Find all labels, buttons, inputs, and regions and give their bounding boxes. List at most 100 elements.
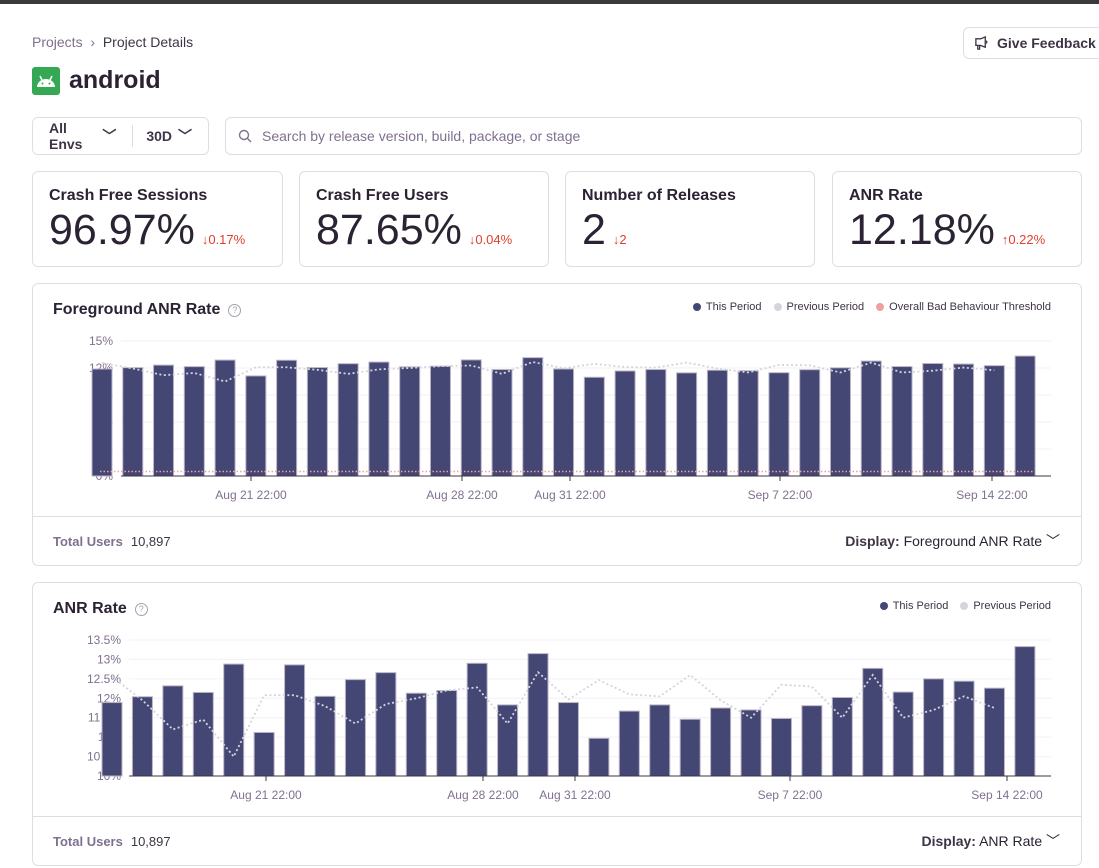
y-tick-label: 13.5% (87, 633, 121, 647)
legend-item[interactable]: This Period (692, 301, 762, 313)
stat-change: ↓0.17% (202, 217, 245, 263)
bar (491, 369, 513, 477)
display-value: ANR Rate (979, 833, 1043, 849)
arrow-down-icon: ↓ (612, 232, 620, 247)
bar (710, 707, 732, 777)
bar (770, 717, 792, 777)
bar (679, 718, 701, 777)
legend-dot-icon (692, 303, 701, 311)
bar (862, 667, 884, 777)
environment-value: All Envs (49, 120, 83, 152)
display-select[interactable]: Display: Foreground ANR Rate ﹀ (845, 531, 1060, 551)
bar (583, 376, 605, 477)
bar (618, 710, 640, 777)
bar (460, 359, 482, 477)
chart-legend: This Period Previous Period (879, 600, 1051, 612)
project-header: android (32, 66, 161, 95)
bar (614, 370, 636, 477)
display-select[interactable]: Display: ANR Rate ﹀ (921, 831, 1060, 851)
bar (860, 360, 882, 477)
x-tick-label: Aug 21 22:00 (215, 488, 287, 502)
environment-select[interactable]: All Envs ﹀ (33, 120, 132, 152)
total-users-value: 10,897 (130, 534, 171, 549)
stat-label: Crash Free Sessions (49, 187, 208, 204)
bar (737, 370, 759, 477)
y-tick-label: 15% (89, 334, 113, 348)
legend-label: Overall Bad Behaviour Threshold (889, 301, 1051, 313)
total-users-label: Total Users (53, 834, 123, 849)
x-tick-label: Aug 28 22:00 (447, 788, 519, 802)
period-select[interactable]: 30D ﹀ (132, 125, 208, 147)
chart-plot: 10%10.5%11%11.5%12%12.5%13%13.5%Aug 21 2… (87, 633, 1051, 802)
stat-change: ↓0.04% (469, 217, 512, 263)
release-search-input[interactable]: Search by release version, build, packag… (225, 117, 1082, 155)
bar (429, 365, 451, 477)
bar (588, 737, 610, 777)
total-users-value: 10,897 (130, 834, 171, 849)
arrow-up-icon: ↑ (1001, 232, 1009, 247)
total-users-label: Total Users (53, 534, 123, 549)
bar (375, 672, 397, 777)
bar (405, 692, 427, 777)
help-icon[interactable]: ? (134, 602, 148, 616)
bar (368, 361, 390, 477)
search-placeholder: Search by release version, build, packag… (262, 128, 581, 144)
chevron-down-icon: ﹀ (178, 128, 192, 144)
bar (436, 690, 458, 777)
bar (183, 366, 205, 477)
give-feedback-button[interactable]: Give Feedback (963, 27, 1099, 59)
project-name: android (69, 66, 161, 94)
bar (891, 366, 913, 477)
x-tick-label: Aug 28 22:00 (426, 488, 498, 502)
legend-dot-icon (773, 303, 782, 311)
bar (399, 366, 421, 477)
filter-group: All Envs ﹀ 30D ﹀ (32, 117, 209, 155)
anr-rate-chart-card: ANR Rate? This Period Previous Period Tot… (32, 582, 1082, 866)
bar (553, 368, 575, 477)
stat-change-value: 0.04% (475, 232, 513, 247)
stat-label: Number of Releases (582, 187, 736, 204)
legend-item[interactable]: Previous Period (960, 600, 1051, 612)
display-label: Display: (845, 533, 900, 549)
android-icon (32, 66, 60, 95)
chevron-down-icon: ﹀ (102, 128, 117, 144)
breadcrumb-projects[interactable]: Projects (32, 34, 83, 50)
display-value: Foreground ANR Rate (903, 533, 1043, 549)
bar (466, 662, 488, 777)
bar (676, 372, 698, 477)
legend-item[interactable]: Overall Bad Behaviour Threshold (876, 301, 1051, 313)
y-tick-label: 12.5% (87, 672, 121, 686)
stat-card: ANR Rate 12.18% ↑0.22% (832, 171, 1082, 267)
legend-dot-icon (960, 602, 969, 610)
stat-label: Crash Free Users (316, 187, 449, 204)
previous-period-line (101, 361, 995, 383)
help-icon[interactable]: ? (228, 303, 242, 317)
bar (253, 731, 275, 777)
stat-card: Crash Free Sessions 96.97% ↓0.17% (32, 171, 283, 267)
stat-value: 2 (582, 206, 606, 254)
bar (344, 679, 366, 777)
bar (91, 368, 113, 477)
stat-card: Crash Free Users 87.65% ↓0.04% (299, 171, 549, 267)
stat-change: ↓2 (613, 217, 627, 263)
bar (245, 375, 267, 477)
x-tick-label: Sep 14 22:00 (956, 488, 1028, 502)
bar (892, 691, 914, 777)
legend-item[interactable]: This Period (879, 600, 948, 612)
y-tick-label: 13% (97, 652, 121, 666)
legend-item[interactable]: Previous Period (773, 301, 864, 313)
bar (1014, 355, 1036, 477)
stat-card: Number of Releases 2 ↓2 (565, 171, 815, 267)
stat-change: ↑0.22% (1002, 217, 1045, 263)
bar (829, 367, 851, 477)
chart-title: Foreground ANR Rate (53, 301, 221, 318)
bar (131, 696, 153, 777)
stat-change-value: 2 (619, 232, 627, 247)
stat-value: 96.97% (49, 206, 195, 254)
bar (922, 363, 944, 477)
stat-change-value: 0.17% (208, 232, 246, 247)
legend-label: Previous Period (973, 600, 1051, 612)
bar (983, 365, 1005, 477)
breadcrumb-current: Project Details (102, 34, 194, 50)
